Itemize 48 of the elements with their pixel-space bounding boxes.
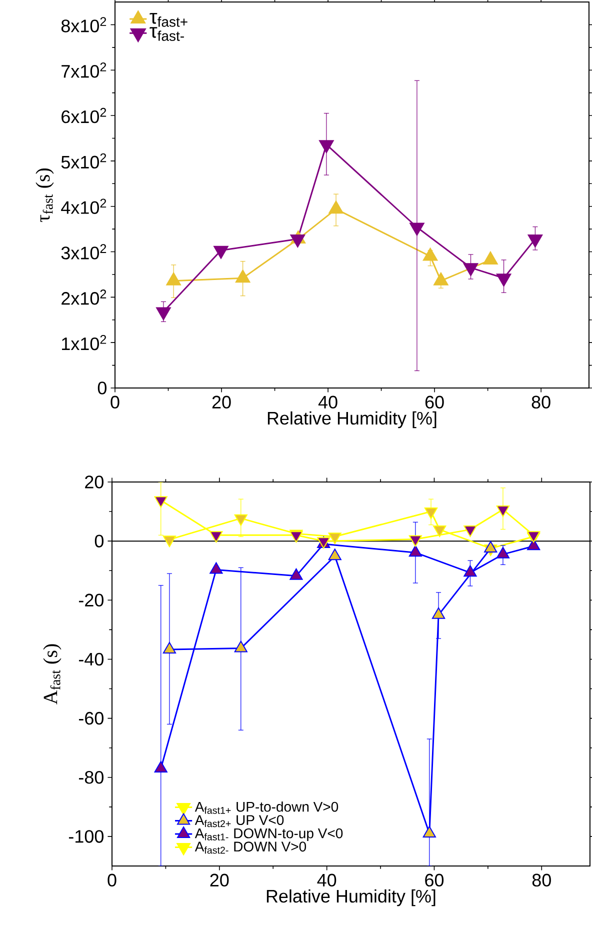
x-tick-label: 40 xyxy=(318,396,338,409)
x-tick-label: 0 xyxy=(110,396,120,409)
point xyxy=(424,508,438,520)
x-tick-label: 0 xyxy=(108,874,116,887)
y-tick-label: 1x10$^{2}$ xyxy=(62,334,106,350)
y-tick-label: -40 xyxy=(78,652,104,666)
x-tick-label: 60 xyxy=(425,396,444,409)
legend-label: A$_{fast1+}$ UP-to-down V>0 xyxy=(194,801,338,814)
y-tick-label: 8x10$^{2}$ xyxy=(61,17,106,32)
legend-label: A$_{fast1-}$ DOWN-to-up V<0 xyxy=(194,828,343,842)
y-tick-label: -80 xyxy=(78,770,104,784)
y-tick-label: 20 xyxy=(85,476,104,488)
point xyxy=(154,761,168,773)
x-tick-label: 80 xyxy=(532,874,551,887)
y-axis-title: A$_{fast}$ (s) xyxy=(43,644,62,704)
y-tick-label: -100 xyxy=(68,830,104,843)
y-tick-label: -20 xyxy=(78,594,104,607)
x-axis-title: Relative Humidity [%] xyxy=(266,889,436,906)
point xyxy=(234,514,248,526)
point xyxy=(496,505,510,517)
point xyxy=(162,536,176,548)
x-tick-label: 20 xyxy=(210,874,229,887)
y-tick-label: 7x10$^{2}$ xyxy=(62,62,106,78)
legend-label: A$_{fast2-}$ DOWN V>0 xyxy=(194,842,306,854)
point xyxy=(210,531,223,543)
x-tick-label: 60 xyxy=(425,874,444,887)
x-tick-label: 20 xyxy=(212,396,231,409)
point xyxy=(433,526,446,538)
legend-label: τ$_{fast-}$ xyxy=(150,27,184,41)
y-axis-title: τ$_{fast}$ (s) xyxy=(36,168,54,222)
y-tick-label: 6x10$^{2}$ xyxy=(62,108,106,124)
x-tick-label: 40 xyxy=(317,874,336,887)
legend-label: A$_{fast2+}$ UP V<0 xyxy=(194,815,284,828)
y-tick-label: 2x10$^{2}$ xyxy=(62,290,106,305)
x-axis-title: Relative Humidity [%] xyxy=(268,411,436,428)
y-tick-label: 5x10$^{2}$ xyxy=(61,153,106,169)
point xyxy=(464,526,477,538)
point xyxy=(328,532,342,544)
point xyxy=(154,496,168,508)
y-tick-label: 3x10$^{2}$ xyxy=(61,244,106,260)
point xyxy=(422,826,436,838)
y-tick-label: 0 xyxy=(94,534,104,548)
point xyxy=(408,535,422,547)
y-tick-label: 4x10$^{2}$ xyxy=(61,198,106,214)
legend-label: τ$_{fast+}$ xyxy=(150,13,188,27)
y-tick-label: -60 xyxy=(78,712,104,725)
y-tick-label: 0 xyxy=(98,382,106,394)
x-tick-label: 80 xyxy=(532,396,550,409)
